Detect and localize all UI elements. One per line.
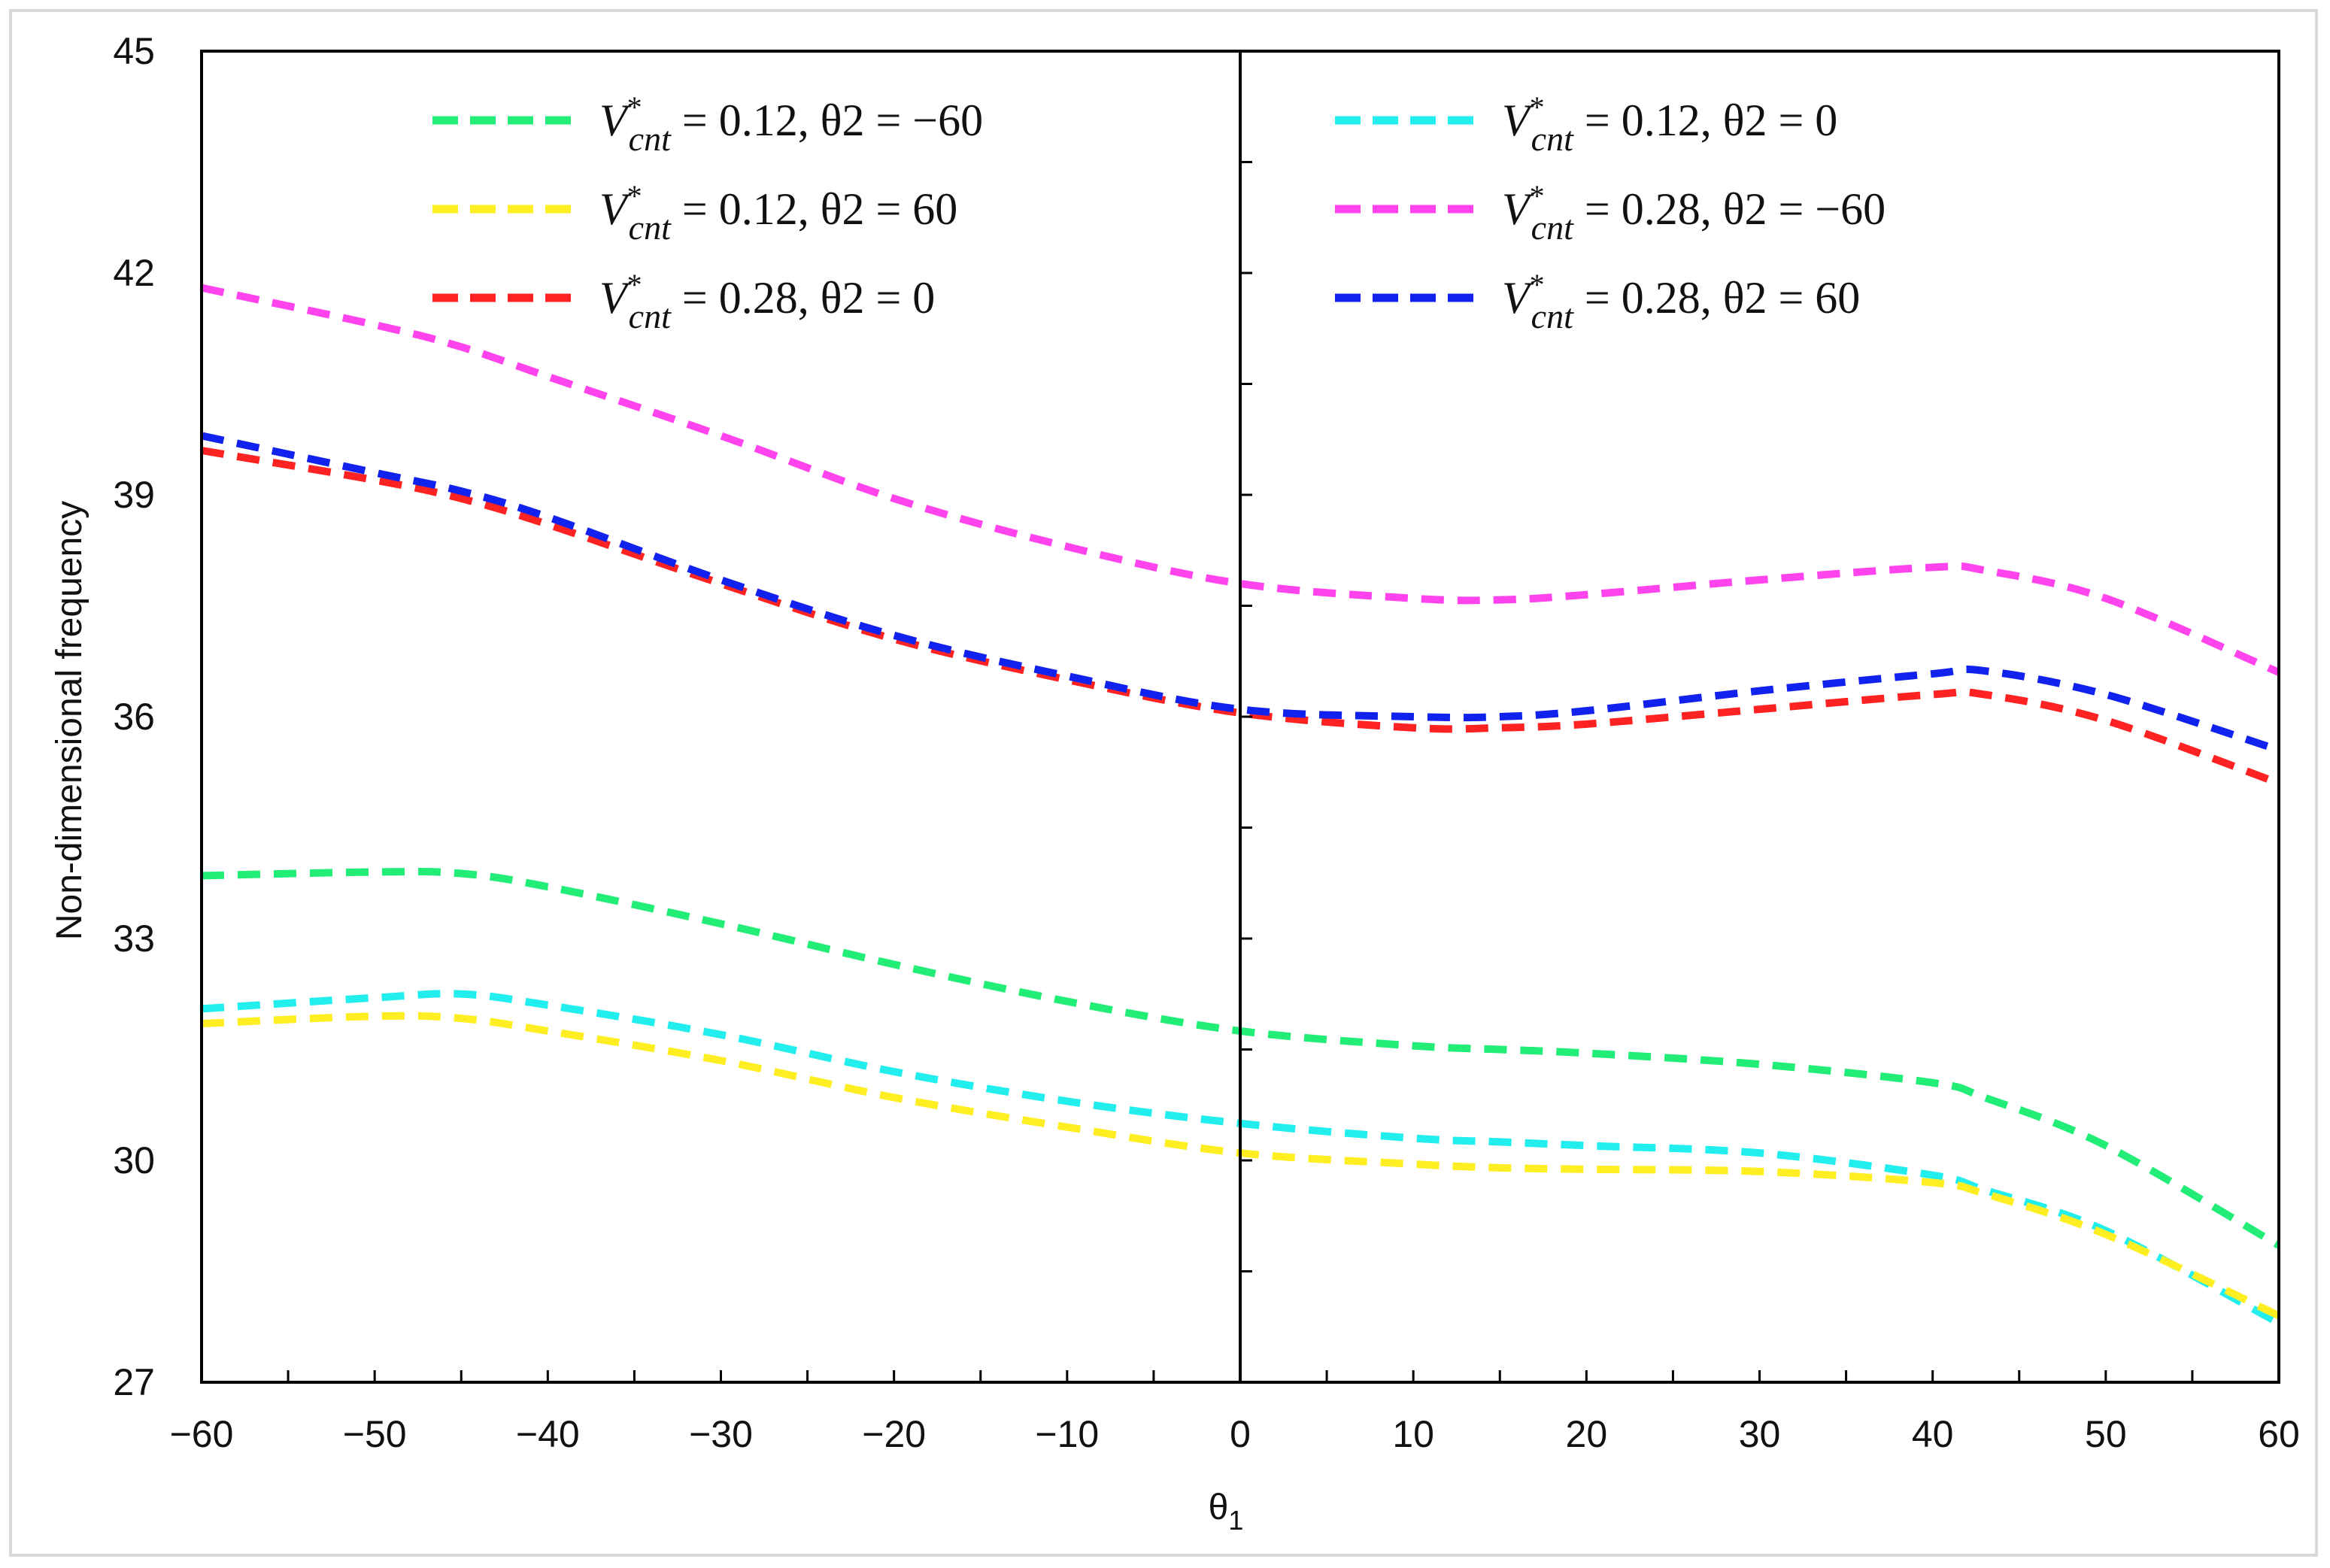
y-tick-label: 39: [113, 474, 155, 516]
x-tick-label: 10: [1392, 1413, 1434, 1455]
y-tick-label: 42: [113, 252, 155, 294]
x-tick-label: 0: [1230, 1413, 1251, 1455]
x-tick-label: 60: [2258, 1413, 2300, 1455]
y-axis-title: Non-dimensional frequency: [50, 501, 89, 940]
x-tick-label: −60: [170, 1413, 234, 1455]
figure-frame: [9, 9, 2318, 1557]
y-tick-label: 45: [113, 30, 155, 72]
y-tick-label: 36: [113, 696, 155, 738]
y-tick-label: 27: [113, 1361, 155, 1403]
legend-entry-label: V* cnt = 0.12, θ2 = 0: [1502, 90, 1837, 158]
legend-entry-label: V* cnt = 0.12, θ2 = 60: [599, 179, 957, 247]
series-layer: [200, 284, 2281, 1327]
y-tick-label: 30: [113, 1139, 155, 1181]
legend-entry-label: V* cnt = 0.28, θ2 = −60: [1502, 179, 1886, 247]
y-tick-label: 33: [113, 917, 155, 960]
x-tick-label: 40: [1912, 1413, 1954, 1455]
x-tick-label: 20: [1566, 1413, 1608, 1455]
legend-entry-label: V* cnt = 0.12, θ2 = −60: [599, 90, 983, 158]
x-tick-label: 30: [1739, 1413, 1781, 1455]
x-axis-title: θ1: [1209, 1488, 1244, 1536]
series-line-3: [201, 1011, 2281, 1320]
legend-entry-label: V* cnt = 0.28, θ2 = 0: [599, 268, 935, 335]
legend: V* cnt = 0.12, θ2 = −60 V* cnt = 0.12, θ2 =…: [432, 90, 1886, 335]
series-line-6: [200, 432, 2280, 754]
x-tick-label: −40: [516, 1413, 580, 1455]
series-line-2: [201, 990, 2281, 1327]
ticks-layer: −60 −50 −40 −30 −20 −10 0 10 20 30 40 50 60 27 30 33 36 3…: [113, 30, 2299, 1455]
x-tick-label: 50: [2085, 1413, 2127, 1455]
series-line-4: [200, 284, 2280, 676]
legend-entry-label: V* cnt = 0.28, θ2 = 60: [1502, 268, 1860, 335]
series-line-1: [201, 868, 2281, 1249]
x-tick-label: −20: [862, 1413, 926, 1455]
x-tick-label: −30: [689, 1413, 753, 1455]
x-tick-label: −10: [1035, 1413, 1099, 1455]
series-line-5: [201, 447, 2280, 787]
x-tick-label: −50: [343, 1413, 407, 1455]
